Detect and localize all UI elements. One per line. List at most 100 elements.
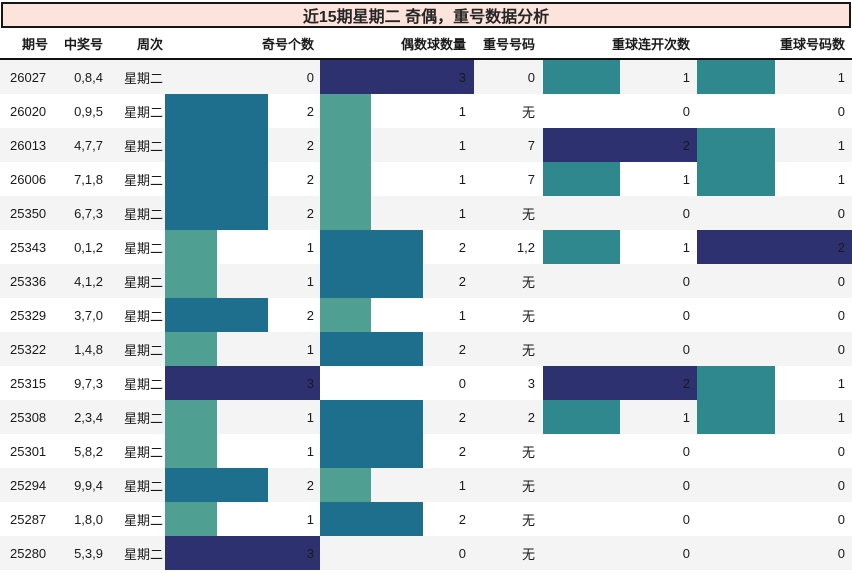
even-count-cell: 1 (320, 298, 474, 332)
repeat-number-value: 无 (521, 342, 535, 358)
even-count-value: 1 (458, 477, 466, 493)
repeat-streak-cell: 2 (543, 366, 697, 400)
table-row: 25336 4,1,2 星期二 1 2 无 0 (0, 264, 852, 298)
period-value: 25322 (10, 341, 47, 357)
odd-count-bar (165, 264, 217, 298)
winning-numbers-cell: 3,7,0 (62, 298, 110, 332)
winning-numbers-cell: 0,1,2 (62, 230, 110, 264)
repeat-number-value: 无 (521, 104, 535, 120)
even-count-bar (320, 502, 423, 536)
repeat-digit-count-value: 0 (837, 341, 845, 357)
weekday-value: 星期二 (123, 546, 163, 562)
odd-count-value: 1 (306, 511, 314, 527)
weekday-value: 星期二 (123, 274, 163, 290)
odd-count-bar (165, 502, 217, 536)
period-cell: 25287 (0, 502, 62, 536)
table-row: 25322 1,4,8 星期二 1 2 无 0 (0, 332, 852, 366)
odd-count-cell: 1 (165, 230, 320, 264)
even-count-cell: 3 (320, 60, 474, 94)
odd-count-value: 1 (306, 239, 314, 255)
winning-numbers-cell: 4,7,7 (62, 128, 110, 162)
odd-count-bar (165, 332, 217, 366)
weekday-value: 星期二 (123, 206, 163, 222)
repeat-digit-count-cell: 0 (697, 196, 852, 230)
column-header-repeat-streak: 重球连开次数 (611, 36, 690, 52)
repeat-number-cell: 3 (474, 366, 543, 400)
repeat-streak-value: 1 (682, 409, 690, 425)
repeat-streak-value: 1 (682, 69, 690, 85)
repeat-streak-cell: 1 (543, 230, 697, 264)
winning-numbers-value: 5,3,9 (74, 545, 103, 561)
weekday-value: 星期二 (123, 342, 163, 358)
repeat-digit-count-cell: 0 (697, 298, 852, 332)
odd-count-bar (165, 162, 269, 196)
weekday-cell: 星期二 (110, 332, 165, 366)
repeat-streak-bar (543, 400, 620, 434)
odd-count-value: 1 (306, 443, 314, 459)
odd-count-cell: 2 (165, 162, 320, 196)
odd-count-cell: 3 (165, 366, 320, 400)
repeat-digit-count-bar (697, 230, 852, 264)
weekday-value: 星期二 (123, 512, 163, 528)
repeat-streak-bar (543, 366, 697, 400)
repeat-streak-value: 1 (682, 171, 690, 187)
repeat-number-value: 3 (527, 375, 535, 391)
weekday-value: 星期二 (123, 240, 163, 256)
period-cell: 26006 (0, 162, 62, 196)
weekday-cell: 星期二 (110, 298, 165, 332)
period-value: 25336 (10, 273, 47, 289)
repeat-digit-count-cell: 1 (697, 162, 852, 196)
winning-numbers-cell: 0,9,5 (62, 94, 110, 128)
period-value: 26013 (10, 137, 47, 153)
repeat-digit-count-value: 0 (837, 511, 845, 527)
odd-count-cell: 0 (165, 60, 320, 94)
winning-numbers-value: 4,7,7 (74, 137, 103, 153)
even-count-cell: 1 (320, 128, 474, 162)
even-count-bar (320, 264, 423, 298)
repeat-streak-value: 0 (682, 205, 690, 221)
weekday-cell: 星期二 (110, 264, 165, 298)
column-header-period: 期号 (21, 36, 48, 52)
repeat-streak-value: 0 (682, 103, 690, 119)
winning-numbers-cell: 9,9,4 (62, 468, 110, 502)
repeat-digit-count-cell: 0 (697, 468, 852, 502)
odd-count-cell: 1 (165, 502, 320, 536)
repeat-number-cell: 无 (474, 536, 543, 570)
repeat-digit-count-bar (697, 60, 775, 94)
period-value: 25294 (10, 477, 47, 493)
even-count-value: 2 (458, 239, 466, 255)
winning-numbers-cell: 1,4,8 (62, 332, 110, 366)
repeat-streak-value: 0 (682, 443, 690, 459)
repeat-number-cell: 无 (474, 196, 543, 230)
odd-count-bar (165, 366, 320, 400)
repeat-number-cell: 7 (474, 128, 543, 162)
repeat-number-cell: 2 (474, 400, 543, 434)
repeat-streak-value: 0 (682, 545, 690, 561)
winning-numbers-cell: 5,3,9 (62, 536, 110, 570)
repeat-streak-bar (543, 128, 697, 162)
repeat-digit-count-cell: 0 (697, 536, 852, 570)
repeat-digit-count-value: 0 (837, 545, 845, 561)
weekday-cell: 星期二 (110, 536, 165, 570)
repeat-digit-count-value: 1 (837, 375, 845, 391)
weekday-cell: 星期二 (110, 366, 165, 400)
weekday-value: 星期二 (123, 444, 163, 460)
period-value: 25308 (10, 409, 47, 425)
weekday-value: 星期二 (123, 478, 163, 494)
even-count-cell: 2 (320, 502, 474, 536)
repeat-digit-count-value: 1 (837, 69, 845, 85)
weekday-cell: 星期二 (110, 162, 165, 196)
winning-numbers-cell: 5,8,2 (62, 434, 110, 468)
winning-numbers-value: 0,8,4 (74, 69, 103, 85)
even-count-value: 2 (458, 409, 466, 425)
repeat-number-cell: 无 (474, 94, 543, 128)
repeat-number-value: 7 (527, 171, 535, 187)
even-count-bar (320, 332, 423, 366)
odd-count-value: 1 (306, 341, 314, 357)
repeat-streak-value: 2 (682, 137, 690, 153)
weekday-value: 星期二 (123, 172, 163, 188)
repeat-number-value: 无 (521, 206, 535, 222)
column-header-winning-numbers: 中奖号 (63, 36, 103, 52)
weekday-value: 星期二 (123, 70, 163, 86)
winning-numbers-value: 1,4,8 (74, 341, 103, 357)
